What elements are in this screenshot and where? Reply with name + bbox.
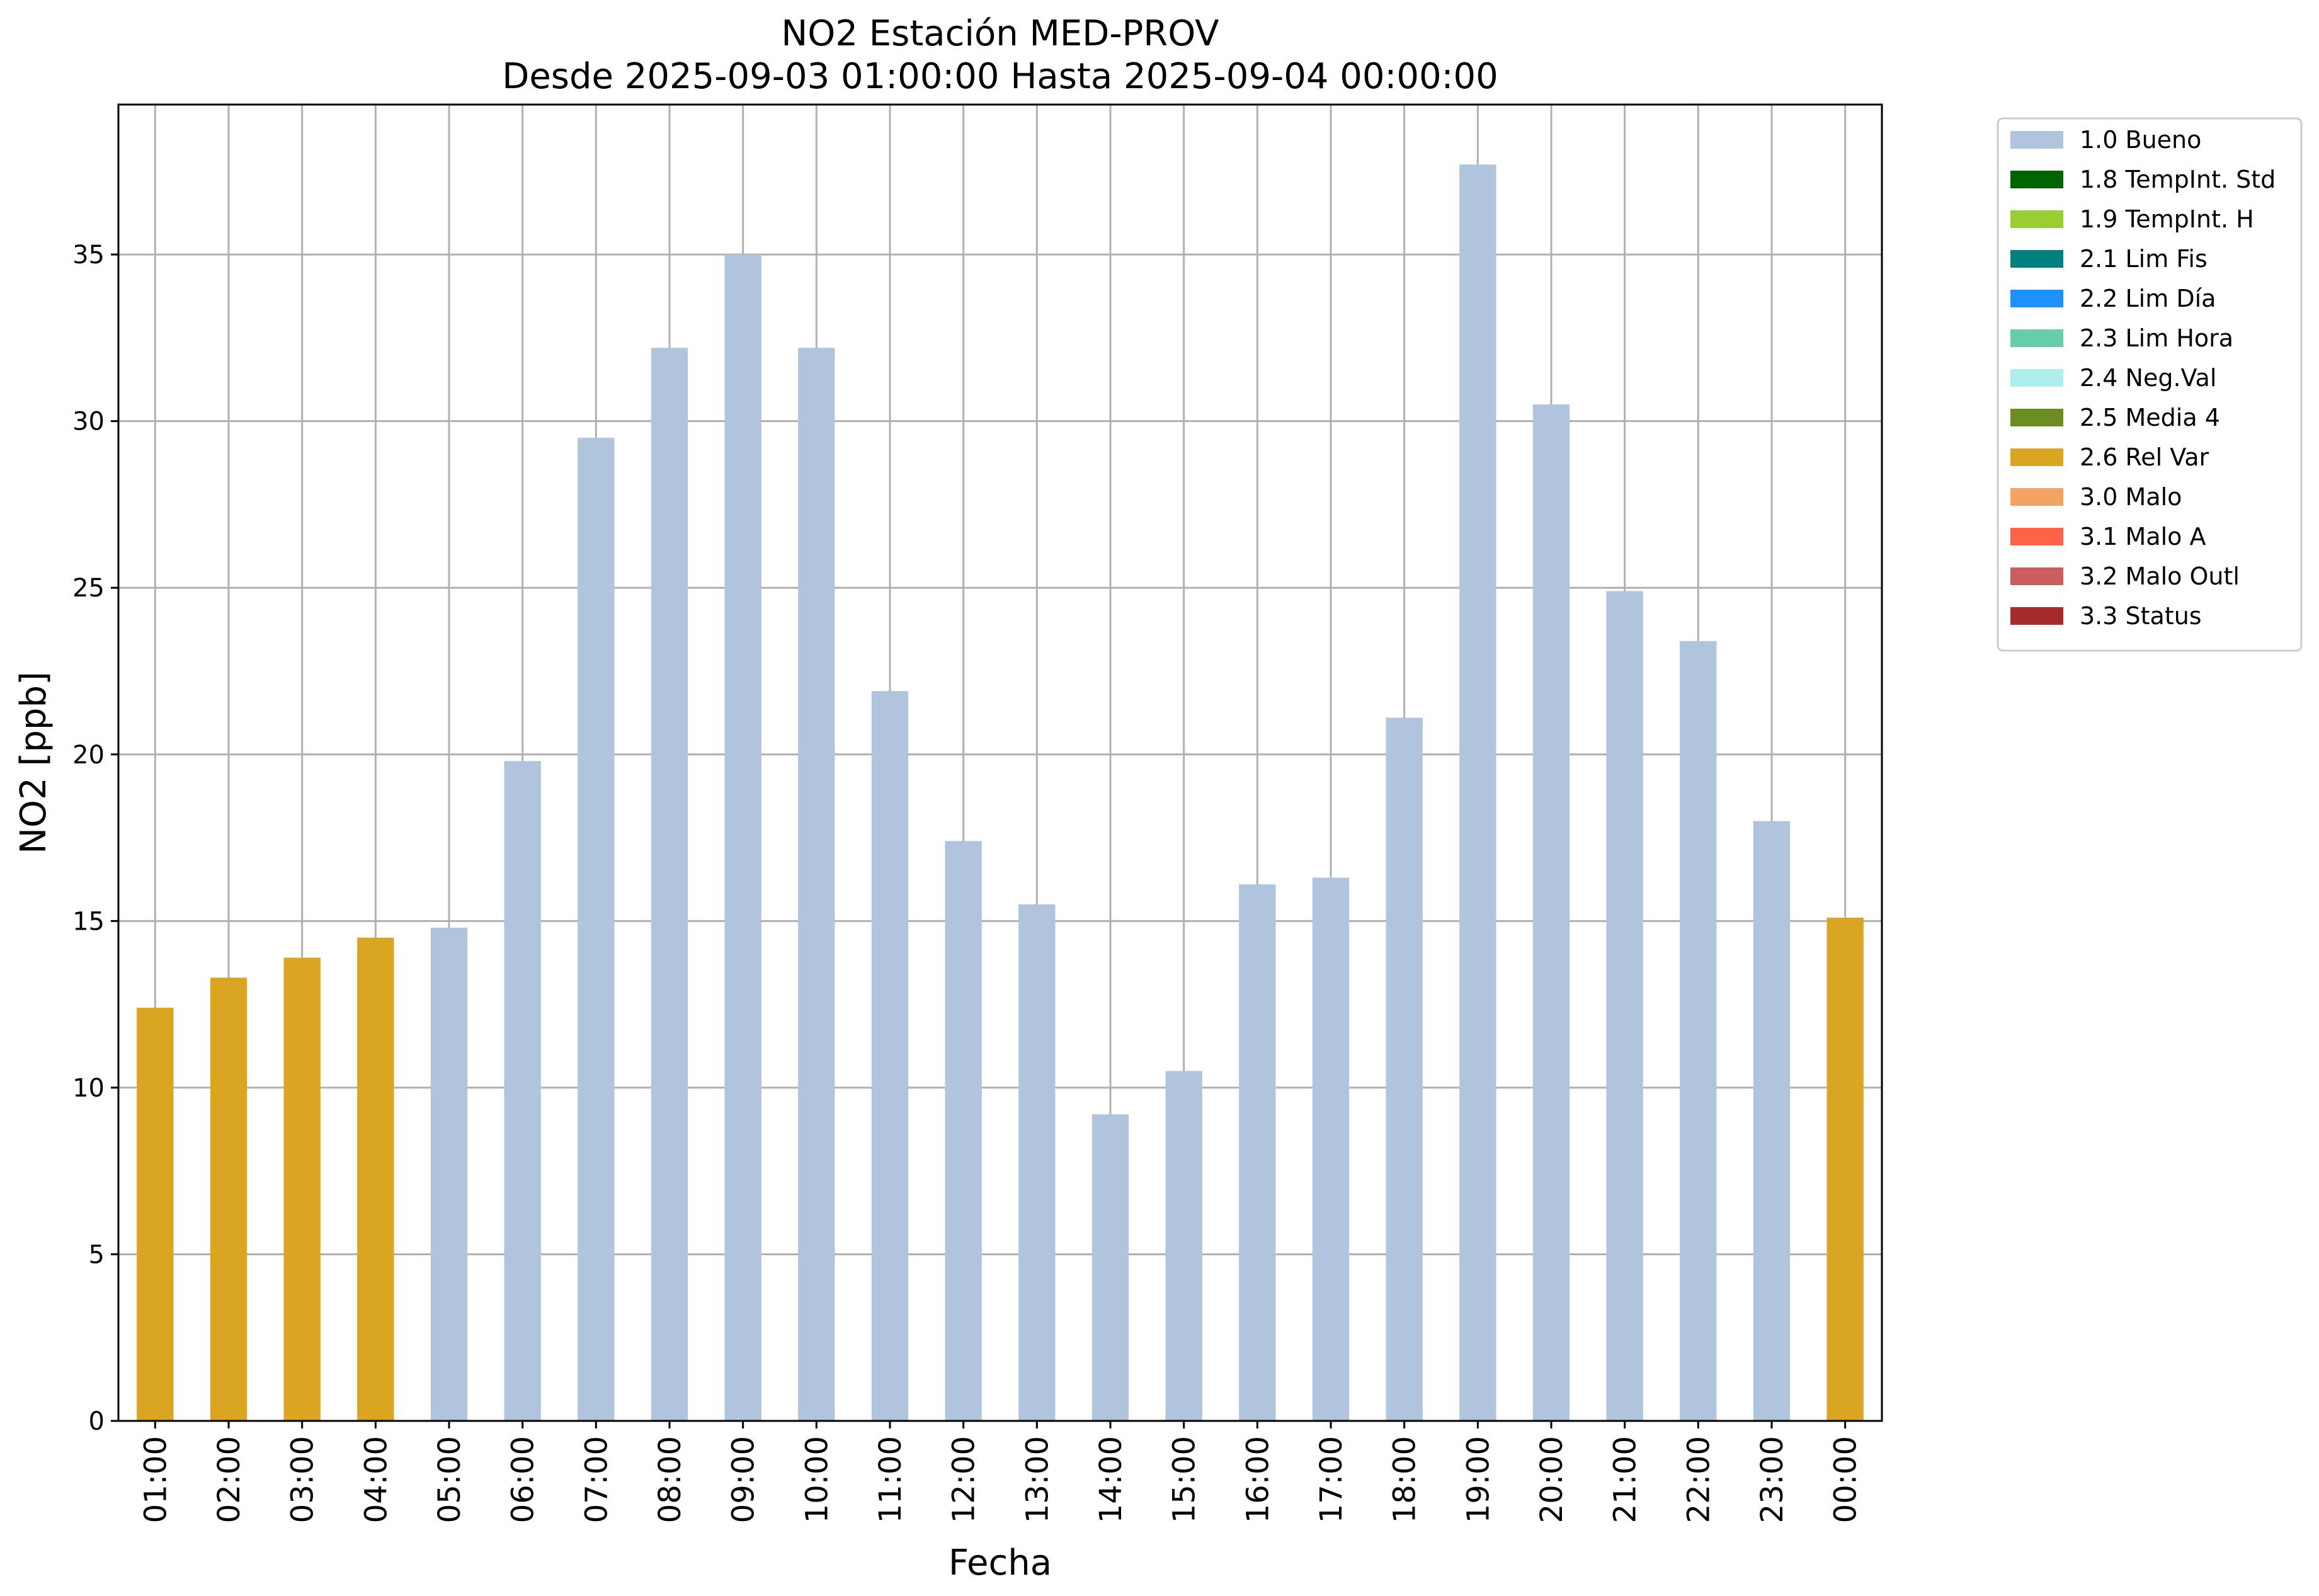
y-tick-label: 15	[72, 907, 105, 936]
bar	[1165, 1071, 1202, 1421]
x-tick-label: 15:00	[1167, 1436, 1202, 1523]
bar	[578, 438, 615, 1421]
legend-label: 3.3 Status	[2080, 602, 2202, 630]
legend-label: 3.1 Malo A	[2080, 523, 2206, 550]
legend-label: 2.3 Lim Hora	[2080, 324, 2233, 352]
legend-label: 1.0 Bueno	[2080, 126, 2201, 154]
legend-frame	[1997, 117, 2303, 652]
x-tick-label: 04:00	[358, 1436, 394, 1523]
x-tick-label: 21:00	[1608, 1436, 1643, 1523]
x-tick-label: 05:00	[432, 1436, 467, 1523]
legend-label: 2.1 Lim Fis	[2080, 245, 2208, 273]
bar	[1532, 404, 1570, 1421]
legend-swatch	[2010, 210, 2063, 228]
y-tick-label: 35	[72, 241, 105, 270]
y-tick-label: 10	[72, 1074, 105, 1103]
y-axis-label: NO2 [ppb]	[13, 671, 54, 854]
y-tick-label: 0	[89, 1407, 105, 1436]
y-axis-ticks: 0 5 10 15 20 25 30 35	[72, 241, 118, 1436]
legend-label: 2.2 Lim Día	[2080, 285, 2216, 312]
x-tick-label: 14:00	[1093, 1436, 1129, 1523]
legend-label: 2.5 Media 4	[2080, 404, 2220, 431]
x-tick-label: 16:00	[1240, 1436, 1275, 1523]
legend: 1.0 Bueno 1.8 TempInt. Std 1.9 TempInt. H 2…	[1997, 117, 2303, 652]
y-tick-label: 5	[89, 1240, 105, 1269]
x-tick-label: 02:00	[212, 1436, 247, 1523]
bar	[1239, 884, 1276, 1421]
bar	[1312, 877, 1350, 1421]
legend-swatch	[2010, 567, 2063, 585]
legend-swatch	[2010, 607, 2063, 625]
x-tick-label: 07:00	[579, 1436, 614, 1523]
bar	[1018, 904, 1056, 1421]
x-tick-label: 11:00	[873, 1436, 908, 1523]
bar	[945, 841, 982, 1421]
plot-frame	[117, 103, 1883, 1422]
legend-swatch	[2010, 329, 2063, 347]
bar	[1459, 164, 1496, 1422]
chart-subtitle: Desde 2025-09-03 01:00:00 Hasta 2025-09-…	[502, 56, 1498, 97]
x-axis-label: Fecha	[949, 1542, 1052, 1583]
x-tick-label: 06:00	[506, 1436, 541, 1523]
x-tick-label: 12:00	[947, 1436, 982, 1523]
bar	[1826, 918, 1864, 1421]
legend-swatch	[2010, 290, 2063, 307]
legend-swatch	[2010, 448, 2063, 466]
x-tick-label: 10:00	[799, 1436, 835, 1523]
bar	[1386, 717, 1423, 1421]
bar	[724, 254, 761, 1421]
legend-label: 2.4 Neg.Val	[2080, 364, 2216, 392]
y-tick-label: 25	[72, 574, 105, 603]
bar	[430, 927, 468, 1421]
legend-swatch	[2010, 528, 2063, 545]
x-tick-label: 01:00	[138, 1436, 173, 1523]
bar	[137, 1007, 174, 1421]
x-tick-label: 22:00	[1681, 1436, 1716, 1523]
legend-swatch	[2010, 369, 2063, 387]
bar	[1753, 821, 1791, 1421]
x-tick-label: 18:00	[1387, 1436, 1423, 1523]
bars-group	[137, 164, 1864, 1422]
bar	[1606, 591, 1643, 1421]
y-tick-label: 30	[72, 408, 105, 436]
x-tick-label: 08:00	[652, 1436, 688, 1523]
bar	[1091, 1114, 1129, 1421]
bar	[651, 348, 688, 1421]
y-tick-label: 20	[72, 741, 105, 770]
legend-swatch	[2010, 131, 2063, 149]
x-tick-label: 09:00	[726, 1436, 761, 1523]
x-tick-label: 13:00	[1020, 1436, 1055, 1523]
x-tick-label: 00:00	[1828, 1436, 1864, 1523]
bar	[798, 348, 835, 1421]
bar	[357, 937, 394, 1421]
x-tick-label: 17:00	[1314, 1436, 1349, 1523]
legend-swatch	[2010, 171, 2063, 188]
legend-swatch	[2010, 488, 2063, 506]
legend-label: 1.9 TempInt. H	[2080, 205, 2254, 233]
bar	[1680, 641, 1717, 1421]
x-tick-label: 20:00	[1534, 1436, 1570, 1523]
legend-swatch	[2010, 409, 2063, 426]
bar	[504, 761, 541, 1421]
x-axis-ticks: 01:00 02:00 03:00 04:00 05:00 06:00 07:00 08:00…	[138, 1421, 1864, 1523]
bar	[210, 978, 248, 1421]
x-tick-label: 23:00	[1755, 1436, 1790, 1523]
legend-label: 3.0 Malo	[2080, 483, 2182, 511]
chart-title: NO2 Estación MED-PROV	[781, 13, 1219, 54]
legend-label: 3.2 Malo Outl	[2080, 562, 2240, 590]
legend-label: 1.8 TempInt. Std	[2080, 166, 2276, 193]
legend-label: 2.6 Rel Var	[2080, 443, 2209, 471]
bar	[871, 691, 909, 1421]
x-tick-label: 03:00	[285, 1436, 321, 1523]
x-tick-label: 19:00	[1461, 1436, 1496, 1523]
bar	[283, 957, 321, 1421]
legend-swatch	[2010, 250, 2063, 268]
